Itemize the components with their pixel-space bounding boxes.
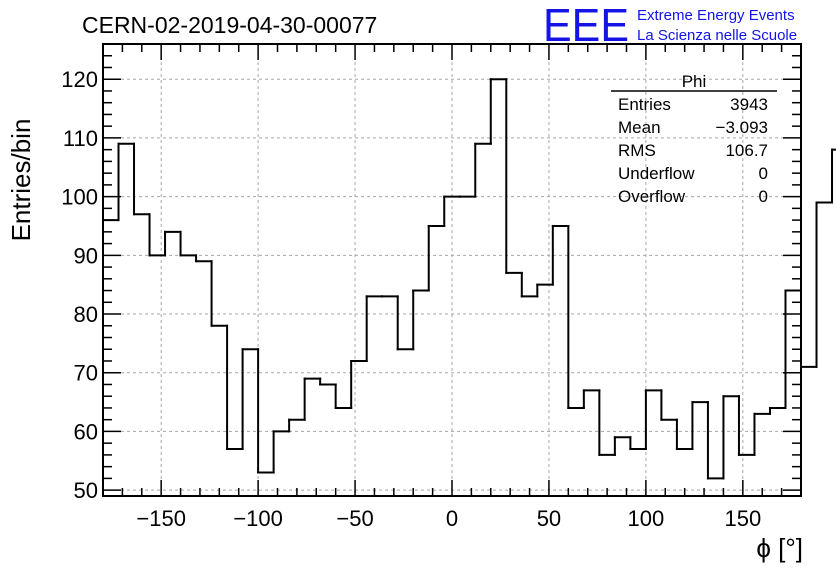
- y-tick-labels: 50 60 70 80 90 100 110 120: [61, 67, 98, 503]
- stats-value-mean: −3.093: [716, 118, 768, 137]
- x-tick-label: 0: [446, 506, 458, 531]
- stats-value-overflow: 0: [759, 187, 768, 206]
- eee-logo: EEE Extreme Energy Events La Scienza nel…: [543, 0, 797, 51]
- stats-box: Phi Entries 3943 Mean −3.093 RMS 106.7 U…: [611, 72, 777, 206]
- logo-mark: EEE: [543, 0, 629, 51]
- stats-value-entries: 3943: [730, 95, 768, 114]
- y-tick-label: 70: [74, 361, 98, 386]
- axis-ticks: [103, 44, 801, 496]
- logo-line-1: Extreme Energy Events: [637, 7, 795, 24]
- stats-label-underflow: Underflow: [618, 164, 695, 183]
- stats-label-mean: Mean: [618, 118, 661, 137]
- stats-label-entries: Entries: [618, 95, 671, 114]
- stats-label-rms: RMS: [618, 141, 656, 160]
- logo-line-2: La Scienza nelle Scuole: [637, 27, 797, 44]
- stats-value-rms: 106.7: [725, 141, 768, 160]
- chart-title: CERN-02-2019-04-30-00077: [82, 12, 377, 38]
- y-tick-label: 80: [74, 302, 98, 327]
- x-axis-title: ϕ [°]: [756, 533, 803, 563]
- y-tick-label: 90: [74, 243, 98, 268]
- y-tick-label: 50: [74, 478, 98, 503]
- x-tick-label: 150: [724, 506, 761, 531]
- y-tick-label: 110: [63, 126, 98, 151]
- y-tick-label: 60: [74, 419, 98, 444]
- stats-label-overflow: Overflow: [618, 187, 686, 206]
- x-tick-label: −100: [233, 506, 283, 531]
- histogram-bars: [102, 78, 836, 480]
- x-tick-label: −50: [336, 506, 373, 531]
- x-tick-label: 50: [537, 506, 561, 531]
- grid-lines: [103, 44, 801, 496]
- y-axis-title: Entries/bin: [6, 119, 36, 242]
- x-tick-label: 100: [628, 506, 665, 531]
- stats-title: Phi: [682, 72, 707, 91]
- stats-value-underflow: 0: [759, 164, 768, 183]
- x-tick-labels: −150 −100 −50 0 50 100 150: [136, 506, 761, 531]
- y-tick-label: 120: [61, 67, 98, 92]
- y-tick-label: 100: [61, 185, 98, 210]
- x-tick-label: −150: [136, 506, 186, 531]
